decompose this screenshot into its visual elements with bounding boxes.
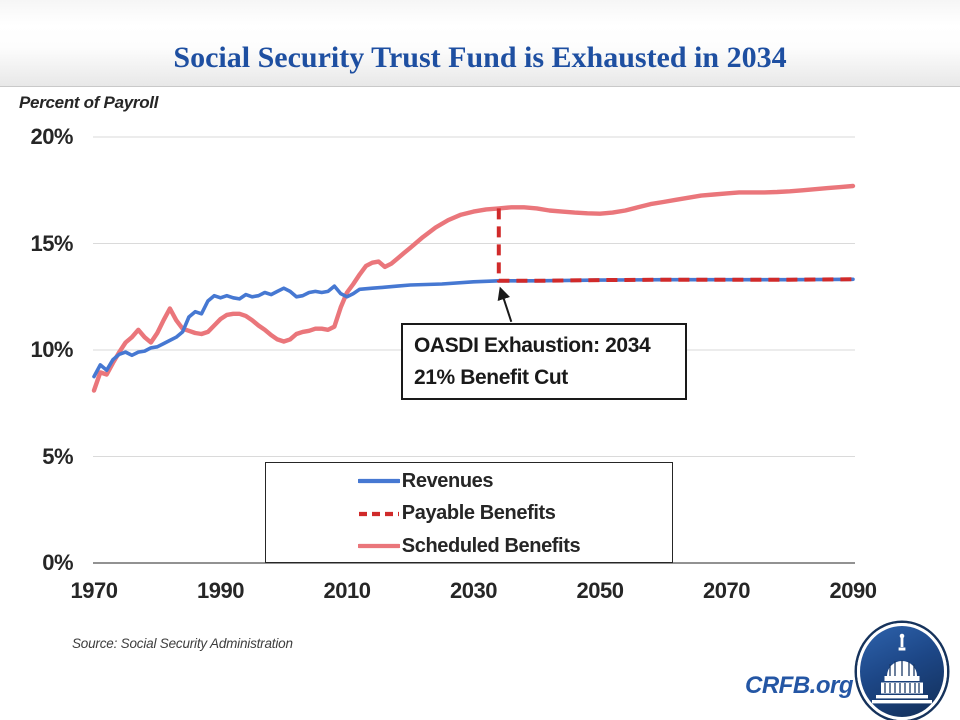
- legend-label: Payable Benefits: [401, 502, 556, 525]
- legend-swatch: [357, 544, 400, 549]
- legend-swatch: [357, 479, 400, 484]
- y-tick-0%: 0%: [42, 550, 73, 575]
- y-axis-title: Percent of Payroll: [19, 93, 159, 112]
- legend-label: Scheduled Benefits: [401, 534, 581, 557]
- legend-item-scheduled-benefits: Scheduled Benefits: [357, 530, 581, 563]
- callout-line-2: 21% Benefit Cut: [414, 366, 568, 389]
- y-tick-10%: 10%: [30, 337, 73, 362]
- series-payable-benefits: [496, 208, 854, 283]
- callout-line-1: OASDI Exhaustion: 2034: [414, 334, 651, 357]
- y-tick-15%: 15%: [30, 230, 73, 256]
- x-tick-2090: 2090: [829, 578, 877, 603]
- x-axis-ticks: 1970 1990 2010 2030 2050 2070 2090: [0, 578, 960, 608]
- y-tick-20%: 20%: [30, 124, 73, 149]
- legend-rows: Revenues Payable Benefits Scheduled Benefi…: [357, 465, 581, 563]
- crfb-brand-text: CRFB.org: [745, 672, 853, 699]
- x-tick-2010: 2010: [323, 578, 371, 603]
- legend-item-payable-benefits: Payable Benefits: [358, 498, 580, 531]
- x-tick-2050: 2050: [576, 578, 624, 603]
- crfb-logo: [857, 623, 947, 720]
- series-revenues: [92, 277, 855, 379]
- x-tick-1990: 1990: [197, 578, 244, 603]
- header-band: Social Security Trust Fund is Exhausted …: [0, 0, 960, 87]
- capitol-icon: [872, 633, 932, 704]
- y-tick-5%: 5%: [42, 443, 73, 469]
- x-tick-1970: 1970: [70, 578, 118, 603]
- legend-swatch: [358, 511, 399, 516]
- callout-arrow: [497, 286, 513, 323]
- exhaustion-callout: OASDI Exhaustion: 2034 21% Benefit Cut: [401, 323, 687, 400]
- legend-box: Revenues Payable Benefits Scheduled Benefi…: [265, 462, 673, 563]
- y-axis-ticks: 0% 5% 10% 15% 20%: [0, 0, 73, 720]
- legend-item-revenues: Revenues: [357, 465, 580, 498]
- x-tick-2030: 2030: [450, 578, 497, 603]
- x-tick-2070: 2070: [703, 578, 750, 603]
- source-note: Source: Social Security Administration: [72, 636, 293, 651]
- page-title: Social Security Trust Fund is Exhausted …: [173, 41, 787, 74]
- legend-label: Revenues: [401, 469, 494, 492]
